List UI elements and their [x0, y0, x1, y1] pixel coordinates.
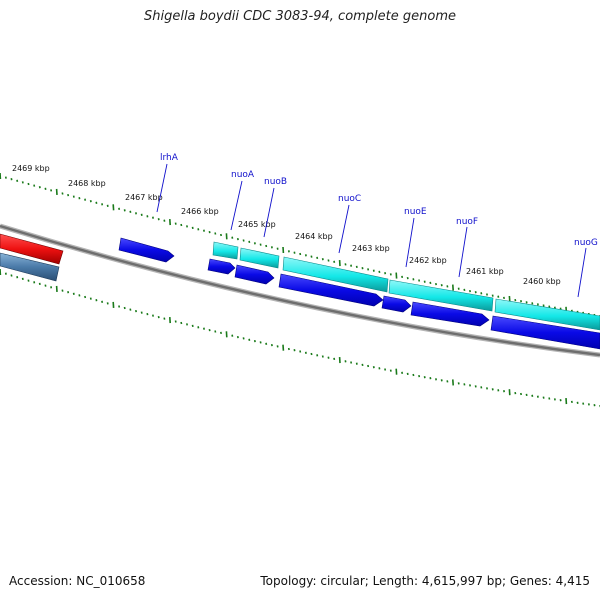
gene-feature[interactable] [490, 315, 600, 350]
gene-feature[interactable] [239, 247, 280, 269]
ruler-label: 2469 kbp [12, 164, 50, 173]
ruler-label: 2464 kbp [295, 232, 333, 241]
gene-feature[interactable] [410, 301, 490, 327]
gene-feature[interactable] [0, 252, 60, 282]
gene-feature[interactable] [234, 264, 275, 285]
ruler-label: 2465 kbp [238, 220, 276, 229]
ruler-label: 2468 kbp [68, 179, 106, 188]
gene-label[interactable]: nuoE [404, 207, 427, 217]
gene-label[interactable]: nuoG [574, 238, 598, 248]
forward-strand-track [212, 241, 600, 331]
ruler-ticks-outer [0, 172, 600, 318]
gene-label[interactable]: lrhA [160, 153, 179, 163]
reverse-strand-track [118, 237, 600, 350]
gene-label[interactable]: nuoF [456, 217, 478, 227]
gene-feature[interactable] [381, 295, 412, 313]
gene-feature[interactable] [388, 279, 494, 312]
ruler-ticks-inner [0, 268, 600, 408]
gene-feature[interactable] [278, 273, 384, 307]
accession-text: Accession: NC_010658 [9, 574, 146, 588]
gene-feature[interactable] [282, 256, 389, 293]
gene-feature[interactable] [494, 298, 600, 331]
ruler-label: 2466 kbp [181, 207, 219, 216]
gene-labels: lrhA nuoA nuoB nuoC nuoE nuoF nuoG [156, 153, 598, 298]
left-features [0, 233, 64, 282]
genome-summary-text: Topology: circular; Length: 4,615,997 bp… [260, 574, 590, 588]
gene-feature[interactable] [118, 237, 175, 263]
gene-feature[interactable] [207, 258, 236, 275]
map-title: Shigella boydii CDC 3083-94, complete ge… [143, 9, 457, 24]
gene-label[interactable]: nuoB [264, 177, 287, 187]
ruler-label: 2461 kbp [466, 267, 504, 276]
gene-label[interactable]: nuoC [338, 194, 361, 204]
gene-feature[interactable] [0, 233, 64, 265]
ruler-labels: 2469 kbp 2468 kbp 2467 kbp 2466 kbp 2465… [12, 164, 561, 286]
ruler-label: 2463 kbp [352, 244, 390, 253]
ruler-label: 2467 kbp [125, 193, 163, 202]
ruler-label: 2460 kbp [523, 277, 561, 286]
ruler-label: 2462 kbp [409, 256, 447, 265]
gene-label[interactable]: nuoA [231, 170, 255, 180]
gene-feature[interactable] [212, 241, 239, 260]
